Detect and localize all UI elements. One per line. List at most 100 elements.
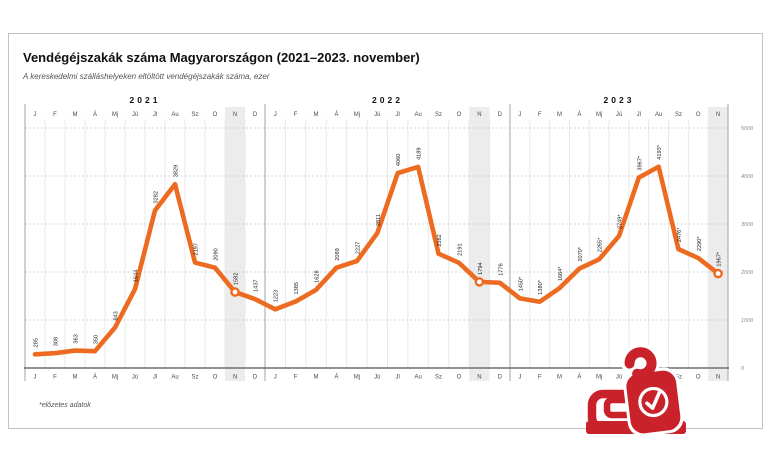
data-label: 2476* <box>677 227 683 242</box>
month-label: J <box>518 375 521 381</box>
month-label: O <box>213 375 218 381</box>
month-label: J <box>34 112 37 118</box>
data-label: 2227 <box>355 242 361 254</box>
month-label: Au <box>171 375 178 381</box>
clock-check-icon <box>638 386 669 418</box>
y-axis-label: 0 <box>741 366 745 372</box>
month-label: Mj <box>596 112 602 118</box>
data-label: 3967* <box>637 155 643 170</box>
month-label: Jú <box>132 375 138 381</box>
month-label: Au <box>655 112 662 118</box>
month-label: Jú <box>374 112 380 118</box>
month-label: Mj <box>354 112 360 118</box>
month-label: N <box>716 375 720 381</box>
year-label: 2022 <box>372 95 403 105</box>
data-label: 2265* <box>598 237 604 252</box>
month-label: Jl <box>153 375 157 381</box>
data-label: 2089 <box>335 248 341 260</box>
month-label: J <box>274 375 277 381</box>
month-label: Sz <box>675 375 682 381</box>
month-label: N <box>233 112 237 118</box>
chart-subtitle: A kereskedelmi szálláshelyeken eltöltött… <box>23 72 270 81</box>
month-label: Jú <box>616 375 622 381</box>
month-label: N <box>477 375 481 381</box>
month-label: Mj <box>354 375 360 381</box>
month-label: N <box>233 375 237 381</box>
month-label: Jl <box>637 112 641 118</box>
month-label: Au <box>414 112 421 118</box>
month-label: Au <box>414 375 421 381</box>
month-label: Sz <box>675 112 682 118</box>
data-label: 350 <box>94 335 100 344</box>
chart-footnote: *előzetes adatok <box>39 402 91 409</box>
month-label: Jú <box>374 375 380 381</box>
month-label: D <box>253 375 258 381</box>
door-hanger-icon <box>621 344 684 436</box>
data-label: 1967* <box>717 251 723 266</box>
data-label: 2070* <box>578 246 584 261</box>
month-label: Á <box>93 374 97 381</box>
month-label: F <box>53 375 57 381</box>
data-label: 1385 <box>294 282 300 294</box>
month-label: F <box>294 375 298 381</box>
y-axis-label: 2000 <box>740 270 754 276</box>
data-label: 1380* <box>538 279 544 294</box>
month-label: M <box>314 375 319 381</box>
month-label: Á <box>577 111 581 118</box>
month-label: Jl <box>396 375 400 381</box>
y-axis-label: 3000 <box>741 222 754 228</box>
y-axis-label: 4000 <box>741 174 754 180</box>
month-label: Á <box>334 111 338 118</box>
month-label: Sz <box>435 112 442 118</box>
data-label: 1794 <box>478 262 484 274</box>
data-label: 308 <box>54 337 60 346</box>
year-label: 2023 <box>604 95 635 105</box>
data-label: 1776 <box>498 263 504 275</box>
data-label: 2090 <box>214 248 220 260</box>
november-marker <box>713 268 723 279</box>
month-label: Á <box>577 374 581 381</box>
y-axis-label: 1000 <box>741 318 754 324</box>
month-label: Mj <box>112 375 118 381</box>
data-label: 1644 <box>134 270 140 282</box>
data-label: 1628 <box>315 270 321 282</box>
month-label: Mj <box>112 112 118 118</box>
month-label: M <box>73 112 78 118</box>
november-highlight-band <box>225 107 245 381</box>
november-highlight-band <box>708 107 728 381</box>
month-label: M <box>314 112 319 118</box>
data-label: 2382 <box>437 234 443 246</box>
month-label: Jú <box>616 112 622 118</box>
data-label: 1582 <box>234 273 240 285</box>
month-label: Sz <box>191 375 198 381</box>
hotel-bed-door-hanger-clock-icon <box>586 344 686 436</box>
month-label: M <box>557 375 562 381</box>
chart-title: Vendégéjszakák száma Magyarországon (202… <box>23 50 420 65</box>
month-label: N <box>477 112 481 118</box>
data-label: 1664* <box>558 266 564 281</box>
november-highlight-band <box>469 107 490 381</box>
guest-nights-line <box>32 164 721 357</box>
chart-card: Vendégéjszakák száma Magyarországon (202… <box>8 33 763 429</box>
data-label: 2811 <box>376 214 382 226</box>
month-label: Jl <box>396 112 400 118</box>
month-label: N <box>716 112 720 118</box>
month-label: F <box>538 375 542 381</box>
month-label: O <box>213 112 218 118</box>
month-label: O <box>457 112 462 118</box>
month-label: D <box>498 112 503 118</box>
month-label: O <box>696 375 701 381</box>
month-label: O <box>457 375 462 381</box>
month-label: M <box>73 375 78 381</box>
data-label: 843 <box>114 311 120 320</box>
november-marker <box>230 287 240 297</box>
month-label: Sz <box>435 375 442 381</box>
month-label: D <box>498 375 503 381</box>
month-label: Á <box>334 374 338 381</box>
data-label: 1450* <box>518 276 524 291</box>
month-label: Mj <box>596 375 602 381</box>
november-marker <box>474 277 485 287</box>
month-label: Á <box>93 111 97 118</box>
month-label: Jú <box>132 112 138 118</box>
